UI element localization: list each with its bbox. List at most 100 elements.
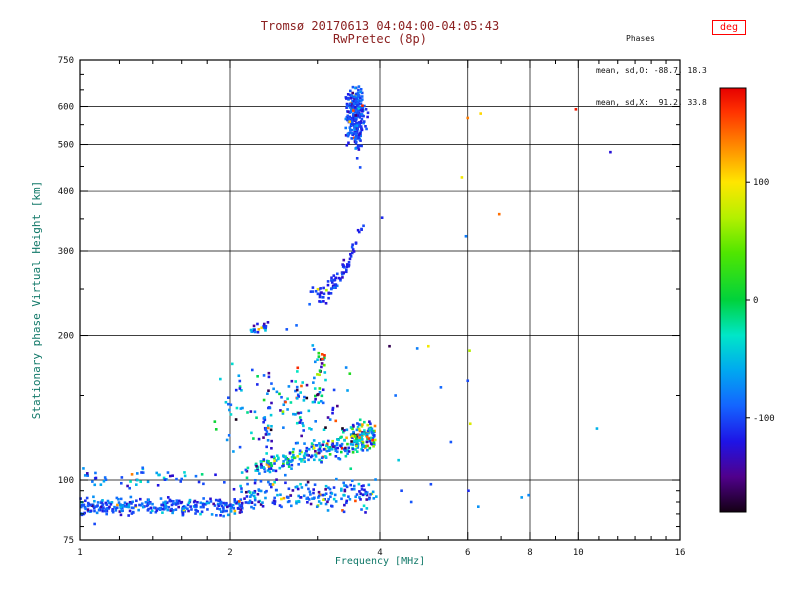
data-point bbox=[279, 493, 282, 497]
data-point bbox=[344, 454, 348, 458]
data-point bbox=[290, 455, 294, 459]
x-tick-label: 16 bbox=[675, 548, 686, 558]
data-point bbox=[353, 137, 357, 141]
data-point bbox=[332, 497, 336, 501]
data-point bbox=[299, 418, 303, 422]
data-point bbox=[123, 501, 127, 505]
data-point bbox=[102, 509, 106, 513]
data-point bbox=[301, 421, 304, 425]
data-point bbox=[218, 507, 222, 511]
data-point bbox=[246, 466, 250, 470]
data-point bbox=[189, 505, 192, 508]
phase-stats-o-mode: mean, sd,O: -88.7, 18.3 bbox=[596, 65, 707, 75]
data-point bbox=[367, 497, 371, 501]
x-tick-label: 10 bbox=[573, 548, 584, 558]
data-point bbox=[130, 512, 134, 515]
data-point bbox=[331, 408, 334, 412]
data-point bbox=[297, 463, 300, 466]
data-point bbox=[302, 429, 305, 432]
data-point bbox=[349, 128, 352, 132]
data-point bbox=[351, 434, 354, 438]
data-point bbox=[131, 500, 135, 504]
data-point bbox=[249, 328, 253, 332]
data-point bbox=[360, 435, 363, 439]
data-point bbox=[327, 486, 330, 490]
x-tick-label: 4 bbox=[377, 548, 382, 558]
data-point bbox=[297, 499, 301, 503]
data-point bbox=[318, 300, 321, 303]
data-point bbox=[268, 406, 272, 410]
data-point bbox=[266, 426, 270, 430]
data-point bbox=[238, 500, 241, 503]
data-point bbox=[320, 365, 323, 369]
data-point bbox=[183, 474, 187, 478]
data-point bbox=[351, 248, 355, 251]
data-point bbox=[322, 440, 325, 444]
data-point bbox=[180, 500, 184, 504]
data-point bbox=[354, 499, 357, 503]
data-point bbox=[156, 483, 160, 487]
data-point bbox=[356, 94, 360, 98]
data-point bbox=[350, 103, 354, 107]
data-point bbox=[176, 502, 180, 505]
data-point bbox=[464, 234, 468, 238]
data-point bbox=[166, 496, 170, 499]
data-point bbox=[266, 461, 270, 465]
data-point bbox=[281, 412, 285, 415]
data-point bbox=[257, 327, 261, 331]
data-point bbox=[201, 503, 205, 506]
data-point bbox=[372, 443, 376, 446]
data-point bbox=[351, 85, 355, 89]
data-point bbox=[369, 442, 373, 445]
data-point bbox=[346, 92, 350, 96]
data-point bbox=[354, 448, 357, 451]
data-point bbox=[327, 449, 331, 452]
data-point bbox=[267, 375, 271, 379]
data-point bbox=[318, 295, 322, 299]
data-point bbox=[359, 492, 362, 496]
data-point bbox=[305, 396, 309, 400]
data-point bbox=[355, 115, 358, 119]
data-point bbox=[311, 286, 315, 289]
data-point bbox=[264, 428, 267, 431]
data-point bbox=[351, 243, 354, 247]
data-point bbox=[316, 287, 320, 291]
data-point bbox=[319, 399, 323, 403]
data-point bbox=[349, 467, 353, 471]
data-point bbox=[350, 94, 353, 97]
data-point bbox=[216, 507, 219, 510]
data-point bbox=[123, 505, 127, 508]
data-point bbox=[182, 508, 186, 512]
data-point bbox=[361, 104, 364, 107]
data-point bbox=[363, 420, 366, 424]
data-point bbox=[272, 469, 275, 472]
data-point bbox=[415, 347, 419, 350]
data-point bbox=[318, 442, 321, 445]
data-point bbox=[353, 128, 357, 131]
data-point bbox=[300, 460, 303, 463]
data-point bbox=[194, 508, 197, 512]
data-point bbox=[314, 449, 317, 453]
data-point bbox=[278, 392, 281, 396]
data-point bbox=[316, 292, 320, 296]
data-point bbox=[345, 265, 349, 269]
data-point bbox=[310, 442, 314, 445]
data-point bbox=[318, 445, 322, 449]
data-point bbox=[259, 463, 263, 466]
data-point bbox=[339, 436, 342, 440]
data-point bbox=[368, 420, 371, 423]
data-point bbox=[350, 251, 354, 255]
data-point bbox=[346, 96, 350, 100]
data-point bbox=[330, 504, 333, 508]
data-point bbox=[135, 499, 138, 503]
data-point bbox=[326, 416, 330, 419]
data-point bbox=[313, 376, 316, 380]
data-point bbox=[343, 488, 347, 492]
data-point bbox=[101, 503, 105, 506]
data-point bbox=[263, 326, 266, 330]
data-point bbox=[93, 509, 96, 513]
data-point bbox=[108, 501, 111, 505]
data-point bbox=[357, 144, 361, 148]
data-point bbox=[318, 390, 322, 394]
